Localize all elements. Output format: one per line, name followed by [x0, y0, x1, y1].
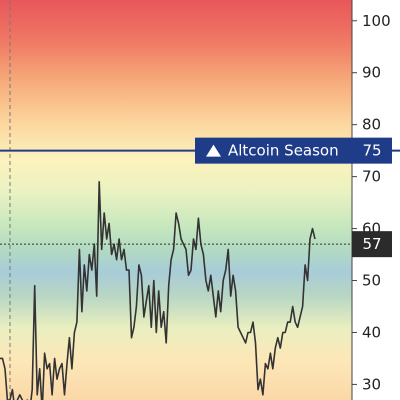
altcoin-season-tag: Altcoin Season 75: [195, 138, 392, 164]
altcoin-season-label: Altcoin Season: [228, 142, 339, 160]
current-value-label: 57: [362, 235, 381, 253]
y-tick-label: 40: [362, 323, 381, 341]
y-tick-label: 80: [362, 116, 381, 134]
y-tick-label: 100: [362, 12, 391, 30]
altcoin-season-value: 75: [362, 142, 381, 160]
y-tick-label: 90: [362, 64, 381, 82]
y-tick-label: 30: [362, 375, 381, 393]
y-tick-label: 50: [362, 272, 381, 290]
chart-background: [0, 0, 352, 400]
current-value-tag: 57: [352, 231, 392, 257]
y-tick-label: 70: [362, 168, 381, 186]
